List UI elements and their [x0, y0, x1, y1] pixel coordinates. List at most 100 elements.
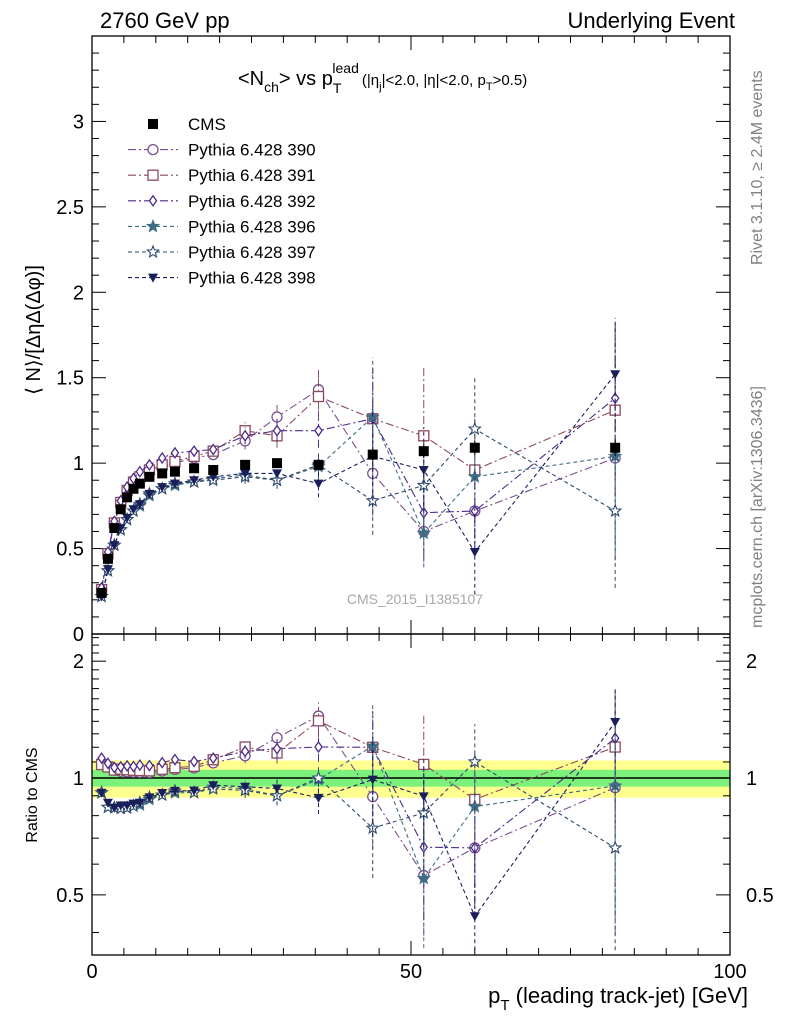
cms-point — [610, 442, 621, 453]
series-point-main — [469, 547, 480, 557]
series-2-ratio — [97, 690, 620, 921]
series-point-ratio — [157, 789, 168, 799]
legend-marker — [145, 218, 161, 233]
series-point-main — [145, 458, 154, 471]
legend-marker — [148, 273, 158, 283]
series-point-main — [157, 483, 168, 493]
series-2-main — [97, 321, 620, 595]
series-point-main — [208, 443, 218, 456]
header-left: 2760 GeV pp — [100, 8, 230, 33]
cms-point — [169, 466, 180, 477]
series-point-main — [240, 429, 250, 442]
legend-marker — [147, 143, 159, 156]
ratio-y-tick-label-right: 1 — [746, 768, 757, 790]
cms-point — [122, 492, 133, 503]
header-right: Underlying Event — [567, 8, 735, 33]
legend-entry-cms: CMS — [148, 115, 226, 134]
series-point-main — [189, 445, 199, 458]
cms-point — [189, 463, 200, 474]
legend-label: Pythia 6.428 397 — [188, 243, 316, 262]
series-point-ratio — [311, 770, 326, 785]
legend-entry-0: Pythia 6.428 390 — [128, 141, 316, 160]
series-point-main — [135, 465, 145, 478]
main-y-tick-label: 1 — [73, 453, 84, 475]
main-y-tick-label: 0.5 — [56, 539, 84, 561]
series-point-ratio — [367, 775, 378, 785]
series-point-ratio — [240, 745, 250, 758]
legend-entry-5: Pythia 6.428 398 — [128, 269, 316, 288]
series-point-ratio — [189, 755, 199, 768]
series-point-main — [157, 451, 167, 465]
series-point-ratio — [122, 759, 132, 772]
main-y-tick-label: 2.5 — [56, 197, 84, 219]
series-point-ratio — [272, 742, 282, 755]
series-point-main — [240, 469, 251, 479]
main-y-axis-label: ⟨ N⟩/[ΔηΔ(Δφ)] — [23, 265, 45, 395]
series-point-ratio — [115, 801, 126, 811]
series-point-ratio — [418, 792, 429, 802]
x-axis-label: pT (leading track-jet) [GeV] — [488, 983, 748, 1014]
cms-point — [208, 464, 219, 475]
series-point-ratio — [144, 793, 155, 803]
series-point-ratio — [208, 752, 218, 765]
series-point-main — [122, 513, 133, 523]
x-tick-label: 0 — [86, 961, 97, 983]
legend-marker — [147, 169, 159, 181]
series-point-ratio — [110, 761, 119, 774]
series-1-main — [95, 324, 621, 596]
series-point-main — [608, 503, 623, 518]
series-point-ratio — [469, 912, 480, 922]
series-point-ratio — [109, 803, 120, 813]
cms-point — [469, 442, 480, 453]
legend-label: Pythia 6.428 392 — [188, 192, 316, 211]
series-point-main — [272, 469, 283, 479]
series-point-ratio — [169, 786, 180, 796]
series-point-ratio — [312, 715, 325, 727]
series-0-ratio — [95, 702, 621, 936]
cms-point — [240, 459, 251, 470]
series-point-main — [313, 479, 324, 489]
rivet-label: Rivet 3.1.10, ≥ 2.4M events — [749, 70, 766, 265]
main-plot-title: <Nch> vs pTlead(|ηj|<2.0, |η|<2.0, pT>0.… — [238, 60, 527, 96]
series-point-ratio — [240, 782, 251, 792]
series-line-main — [101, 416, 616, 597]
series-point-ratio — [610, 717, 621, 727]
legend-marker-cms — [148, 119, 158, 129]
legend-entry-3: Pythia 6.428 396 — [128, 217, 316, 236]
ratio-y-axis-label: Ratio to CMS — [24, 747, 41, 842]
series-point-main — [314, 424, 323, 437]
series-point-ratio — [103, 757, 113, 770]
series-point-ratio — [122, 801, 133, 811]
series-line-main — [101, 428, 616, 597]
legend-marker — [148, 194, 158, 207]
series-point-main — [418, 465, 429, 475]
series-point-main — [189, 476, 200, 486]
series-5-main — [96, 317, 621, 602]
main-y-tick-label: 2 — [73, 282, 84, 304]
ratio-y-tick-label-left: 2 — [73, 651, 84, 673]
series-point-ratio — [102, 798, 113, 808]
series-point-ratio — [97, 752, 106, 765]
cms-point — [313, 459, 324, 470]
legend-entry-1: Pythia 6.428 391 — [128, 166, 316, 185]
series-point-ratio — [272, 784, 283, 794]
ratio-y-tick-label-left: 1 — [73, 768, 84, 790]
cms-point — [134, 478, 145, 489]
series-point-ratio — [96, 788, 107, 798]
legend-entry-2: Pythia 6.428 392 — [128, 192, 316, 211]
cms-point — [102, 553, 113, 564]
series-point-ratio — [170, 753, 180, 766]
series-point-ratio — [135, 758, 145, 772]
series-point-main — [208, 472, 219, 482]
series-3-ratio — [94, 704, 623, 949]
series-point-ratio — [314, 740, 323, 754]
series-point-ratio — [467, 754, 482, 768]
analysis-tag: CMS_2015_I1385107 — [347, 591, 483, 607]
series-point-main — [272, 424, 282, 437]
series-point-ratio — [208, 781, 219, 791]
series-point-ratio — [157, 756, 167, 769]
ratio-y-tick-label-right: 0.5 — [746, 885, 774, 907]
main-y-tick-label: 1.5 — [56, 368, 84, 390]
series-point-ratio — [189, 786, 200, 796]
